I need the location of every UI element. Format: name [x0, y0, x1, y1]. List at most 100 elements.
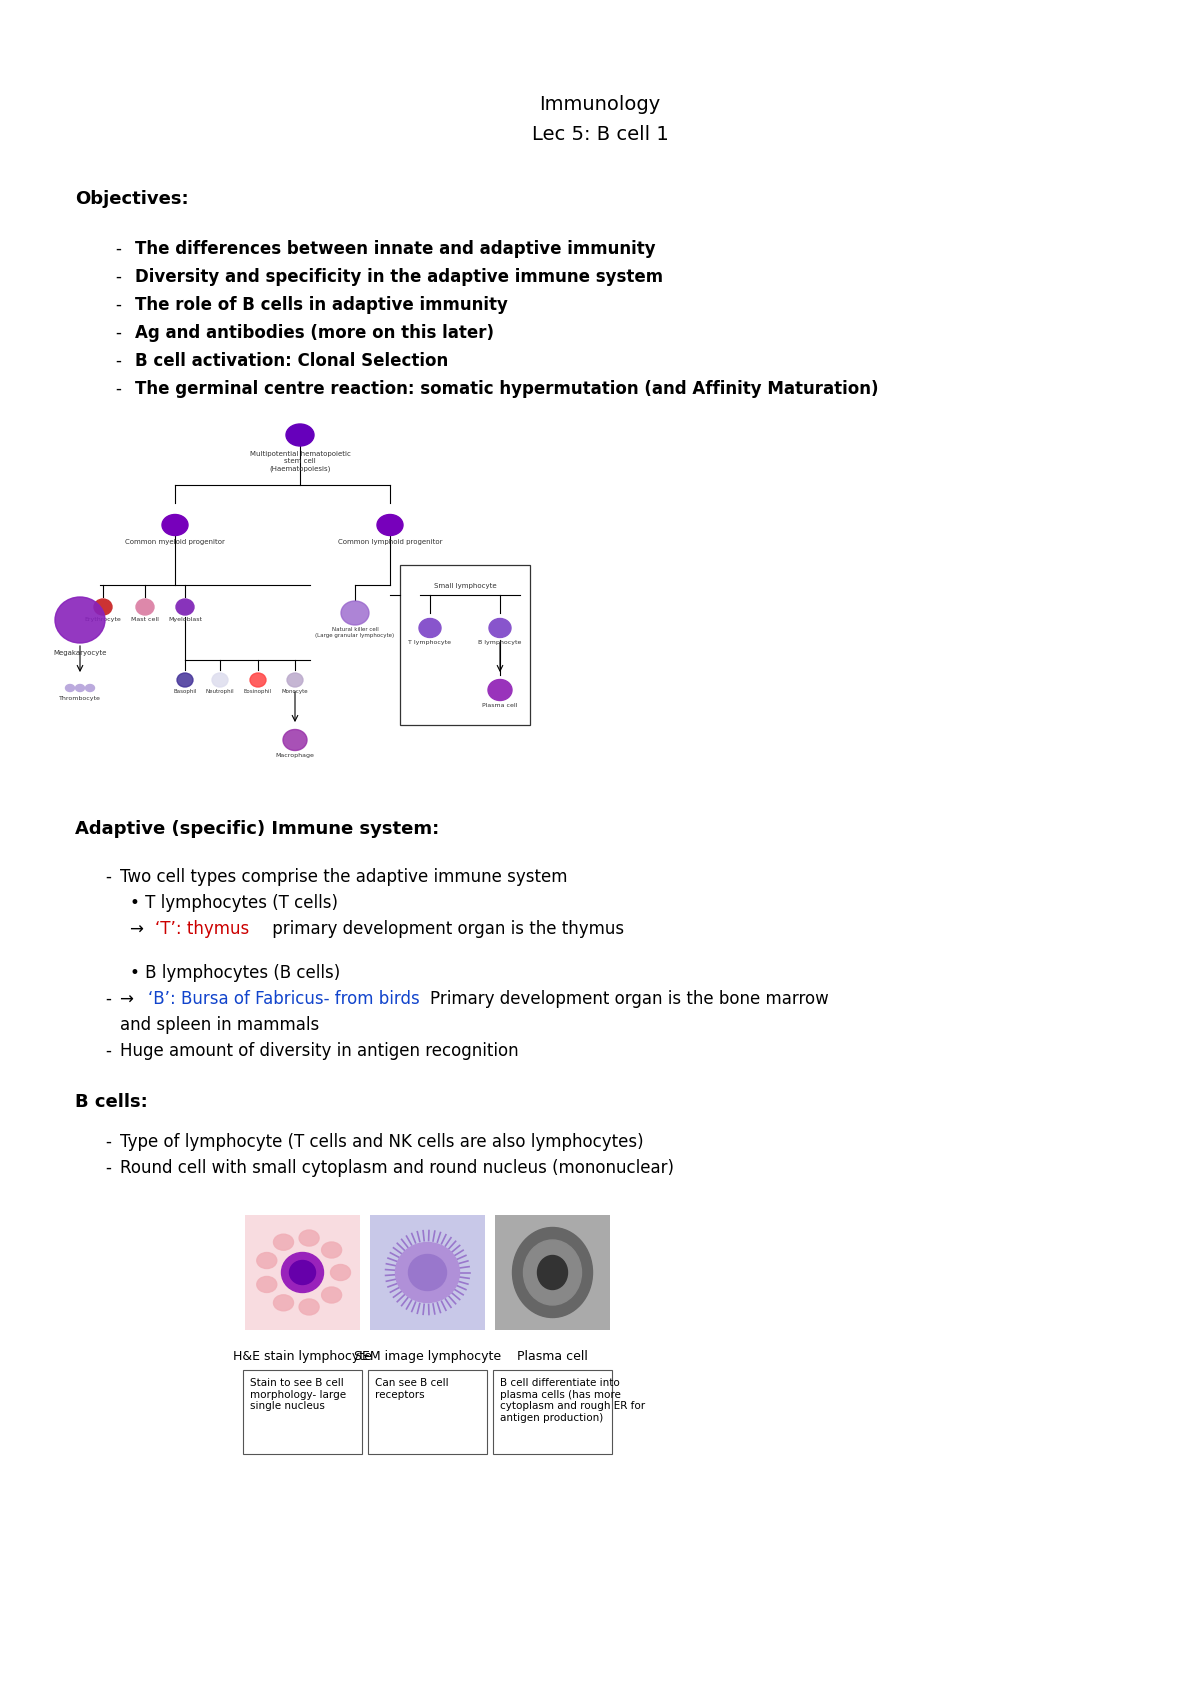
Text: Can see B cell
receptors: Can see B cell receptors — [374, 1379, 449, 1399]
Ellipse shape — [178, 672, 193, 688]
Text: Immunology: Immunology — [539, 95, 661, 114]
Ellipse shape — [523, 1240, 582, 1306]
Text: Plasma cell: Plasma cell — [482, 703, 517, 708]
Text: Erythrocyte: Erythrocyte — [85, 616, 121, 621]
Ellipse shape — [286, 424, 314, 447]
Text: -: - — [115, 295, 121, 314]
Bar — [370, 1216, 485, 1330]
Text: Type of lymphocyte (T cells and NK cells are also lymphocytes): Type of lymphocyte (T cells and NK cells… — [120, 1133, 643, 1151]
Ellipse shape — [299, 1299, 319, 1314]
Ellipse shape — [250, 672, 266, 688]
Ellipse shape — [162, 514, 188, 535]
Text: Adaptive (specific) Immune system:: Adaptive (specific) Immune system: — [74, 820, 439, 839]
Text: Lec 5: B cell 1: Lec 5: B cell 1 — [532, 126, 668, 144]
Text: B lymphocyte: B lymphocyte — [479, 640, 522, 645]
Text: Common myeloid progenitor: Common myeloid progenitor — [125, 538, 224, 545]
Ellipse shape — [488, 679, 512, 701]
Text: • T lymphocytes (T cells): • T lymphocytes (T cells) — [130, 895, 338, 912]
Ellipse shape — [76, 684, 84, 691]
Text: and spleen in mammals: and spleen in mammals — [120, 1015, 319, 1034]
Text: The role of B cells in adaptive immunity: The role of B cells in adaptive immunity — [134, 295, 508, 314]
Text: Multipotential hematopoietic
stem cell
(Haematopoiesis): Multipotential hematopoietic stem cell (… — [250, 452, 350, 472]
Text: B cell activation: Clonal Selection: B cell activation: Clonal Selection — [134, 351, 449, 370]
Ellipse shape — [322, 1287, 342, 1302]
Ellipse shape — [257, 1253, 277, 1268]
Text: B cell differentiate into
plasma cells (has more
cytoplasm and rough ER for
anti: B cell differentiate into plasma cells (… — [500, 1379, 646, 1423]
Text: -: - — [115, 239, 121, 258]
Text: -: - — [115, 380, 121, 397]
Text: primary development organ is the thymus: primary development organ is the thymus — [266, 920, 624, 937]
Ellipse shape — [283, 730, 307, 751]
Text: Macrophage: Macrophage — [276, 752, 314, 757]
Text: Monocyte: Monocyte — [282, 689, 308, 694]
Ellipse shape — [282, 1253, 324, 1292]
Text: →: → — [130, 920, 149, 937]
Text: →: → — [120, 990, 139, 1009]
Ellipse shape — [377, 514, 403, 535]
Text: The germinal centre reaction: somatic hypermutation (and Affinity Maturation): The germinal centre reaction: somatic hy… — [134, 380, 878, 397]
Text: Diversity and specificity in the adaptive immune system: Diversity and specificity in the adaptiv… — [134, 268, 664, 285]
Text: Ag and antibodies (more on this later): Ag and antibodies (more on this later) — [134, 324, 494, 341]
Ellipse shape — [274, 1296, 294, 1311]
Text: -: - — [106, 868, 110, 886]
Text: • B lymphocytes (B cells): • B lymphocytes (B cells) — [130, 964, 341, 981]
Ellipse shape — [287, 672, 302, 688]
Text: B cells:: B cells: — [74, 1094, 148, 1110]
Ellipse shape — [257, 1277, 277, 1292]
Text: ‘T’: thymus: ‘T’: thymus — [155, 920, 250, 937]
Ellipse shape — [512, 1228, 593, 1318]
Text: Thrombocyte: Thrombocyte — [59, 696, 101, 701]
Text: -: - — [106, 1133, 110, 1151]
Ellipse shape — [419, 618, 442, 637]
Ellipse shape — [322, 1241, 342, 1258]
Text: Megakaryocyte: Megakaryocyte — [53, 650, 107, 655]
Text: Common lymphoid progenitor: Common lymphoid progenitor — [337, 538, 443, 545]
Text: -: - — [106, 1160, 110, 1177]
Text: -: - — [106, 1043, 110, 1060]
Ellipse shape — [490, 618, 511, 637]
Text: Huge amount of diversity in antigen recognition: Huge amount of diversity in antigen reco… — [120, 1043, 518, 1060]
Ellipse shape — [299, 1229, 319, 1246]
Text: Myeloblast: Myeloblast — [168, 616, 202, 621]
Ellipse shape — [85, 684, 95, 691]
Ellipse shape — [289, 1260, 316, 1284]
Ellipse shape — [408, 1255, 446, 1290]
Text: -: - — [115, 324, 121, 341]
FancyBboxPatch shape — [242, 1370, 362, 1453]
FancyBboxPatch shape — [400, 565, 530, 725]
Text: SEM image lymphocyte: SEM image lymphocyte — [354, 1350, 502, 1363]
Text: ‘B’: Bursa of Fabricus- from birds: ‘B’: Bursa of Fabricus- from birds — [148, 990, 420, 1009]
Text: The differences between innate and adaptive immunity: The differences between innate and adapt… — [134, 239, 655, 258]
Text: Mast cell: Mast cell — [131, 616, 158, 621]
Text: Stain to see B cell
morphology- large
single nucleus: Stain to see B cell morphology- large si… — [250, 1379, 346, 1411]
Text: -: - — [106, 990, 110, 1009]
Text: H&E stain lymphocyte: H&E stain lymphocyte — [233, 1350, 372, 1363]
Text: Neutrophil: Neutrophil — [205, 689, 234, 694]
Ellipse shape — [341, 601, 370, 625]
Ellipse shape — [538, 1255, 568, 1289]
Text: Eosinophil: Eosinophil — [244, 689, 272, 694]
Text: T lymphocyte: T lymphocyte — [408, 640, 451, 645]
FancyBboxPatch shape — [493, 1370, 612, 1453]
Text: Primary development organ is the bone marrow: Primary development organ is the bone ma… — [430, 990, 829, 1009]
Ellipse shape — [176, 599, 194, 615]
Ellipse shape — [94, 599, 112, 615]
Text: Natural killer cell
(Large granular lymphocyte): Natural killer cell (Large granular lymp… — [316, 627, 395, 638]
Text: -: - — [115, 351, 121, 370]
Ellipse shape — [274, 1234, 294, 1250]
Ellipse shape — [212, 672, 228, 688]
Bar — [496, 1216, 610, 1330]
FancyBboxPatch shape — [368, 1370, 487, 1453]
Text: Objectives:: Objectives: — [74, 190, 188, 207]
Text: Plasma cell: Plasma cell — [517, 1350, 588, 1363]
Ellipse shape — [330, 1265, 350, 1280]
Text: Small lymphocyte: Small lymphocyte — [433, 582, 497, 589]
Text: Round cell with small cytoplasm and round nucleus (mononuclear): Round cell with small cytoplasm and roun… — [120, 1160, 674, 1177]
Ellipse shape — [55, 598, 106, 644]
Ellipse shape — [136, 599, 154, 615]
Ellipse shape — [396, 1243, 460, 1302]
Ellipse shape — [66, 684, 74, 691]
Text: -: - — [115, 268, 121, 285]
Text: Basophil: Basophil — [173, 689, 197, 694]
Text: Two cell types comprise the adaptive immune system: Two cell types comprise the adaptive imm… — [120, 868, 568, 886]
